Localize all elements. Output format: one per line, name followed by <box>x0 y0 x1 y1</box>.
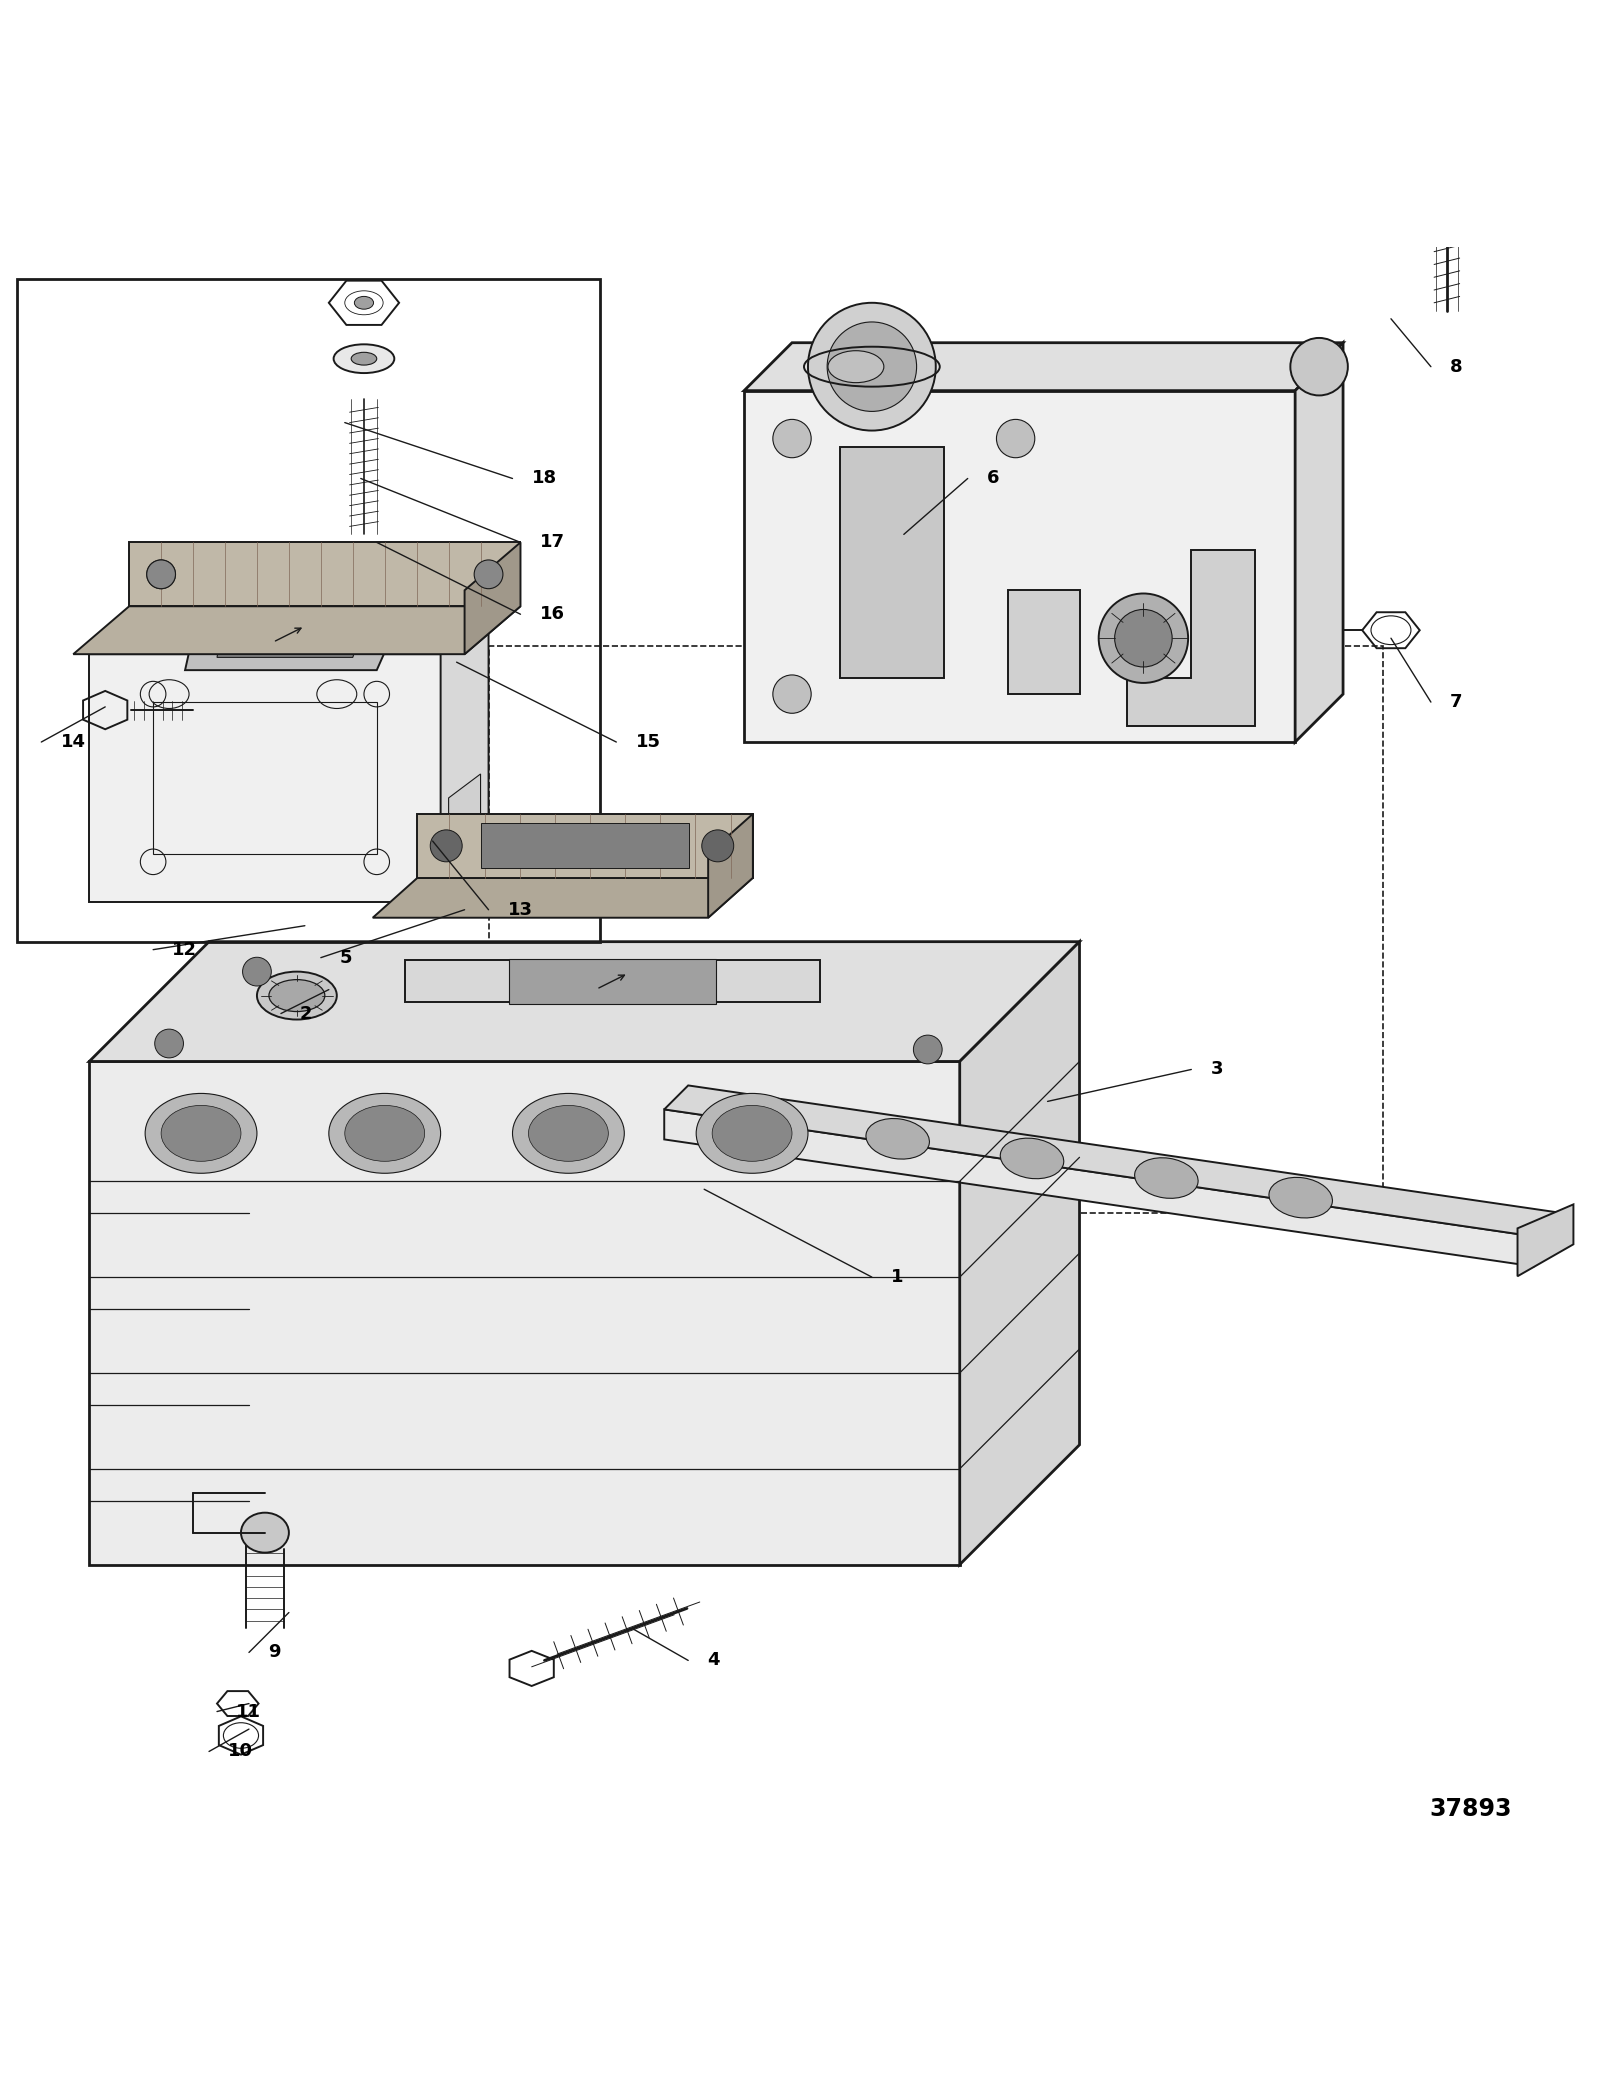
Circle shape <box>702 830 734 861</box>
Polygon shape <box>90 941 1080 1062</box>
Polygon shape <box>960 941 1080 1564</box>
Text: 2: 2 <box>301 1004 312 1022</box>
Polygon shape <box>405 960 819 1002</box>
Text: 8: 8 <box>1450 358 1462 376</box>
Text: 3: 3 <box>1211 1060 1222 1079</box>
Text: 16: 16 <box>539 604 565 623</box>
Ellipse shape <box>1000 1138 1064 1179</box>
Ellipse shape <box>866 1119 930 1158</box>
Polygon shape <box>440 615 488 901</box>
Polygon shape <box>1128 550 1256 726</box>
Ellipse shape <box>146 1094 258 1173</box>
Ellipse shape <box>712 1106 792 1161</box>
Ellipse shape <box>269 979 325 1012</box>
Polygon shape <box>90 654 440 901</box>
Circle shape <box>1115 608 1173 667</box>
Ellipse shape <box>258 972 338 1020</box>
Polygon shape <box>464 542 520 654</box>
Text: 7: 7 <box>1450 692 1462 711</box>
Polygon shape <box>744 391 1294 742</box>
Text: 13: 13 <box>507 901 533 918</box>
Ellipse shape <box>242 1512 290 1554</box>
Ellipse shape <box>512 1094 624 1173</box>
Circle shape <box>1290 339 1347 395</box>
Text: 6: 6 <box>987 470 1000 487</box>
Circle shape <box>155 1029 184 1058</box>
Ellipse shape <box>334 345 394 372</box>
Bar <box>488 646 1382 1213</box>
Polygon shape <box>186 598 408 669</box>
Circle shape <box>773 675 811 713</box>
Text: 14: 14 <box>61 734 85 751</box>
Ellipse shape <box>696 1094 808 1173</box>
Text: 4: 4 <box>707 1652 720 1669</box>
Polygon shape <box>90 1062 960 1564</box>
Polygon shape <box>74 606 520 654</box>
Ellipse shape <box>731 1100 795 1140</box>
Polygon shape <box>418 813 754 878</box>
Polygon shape <box>509 960 717 1004</box>
Circle shape <box>773 420 811 458</box>
Ellipse shape <box>330 1094 440 1173</box>
Ellipse shape <box>344 1106 424 1161</box>
Polygon shape <box>709 813 754 918</box>
Ellipse shape <box>1134 1158 1198 1198</box>
Polygon shape <box>90 615 488 654</box>
Polygon shape <box>1294 343 1342 742</box>
Circle shape <box>914 1035 942 1064</box>
Bar <box>1008 590 1080 694</box>
Circle shape <box>147 560 176 590</box>
Circle shape <box>1099 594 1189 684</box>
Circle shape <box>808 303 936 431</box>
Bar <box>18 278 600 941</box>
Circle shape <box>430 830 462 861</box>
Polygon shape <box>218 611 368 657</box>
Circle shape <box>997 420 1035 458</box>
Circle shape <box>827 322 917 412</box>
Ellipse shape <box>354 297 373 309</box>
Ellipse shape <box>528 1106 608 1161</box>
Polygon shape <box>664 1085 1557 1236</box>
Text: 10: 10 <box>229 1742 253 1761</box>
Polygon shape <box>482 824 690 868</box>
Polygon shape <box>1517 1204 1573 1276</box>
Text: 11: 11 <box>237 1702 261 1721</box>
Ellipse shape <box>162 1106 242 1161</box>
Ellipse shape <box>350 351 376 366</box>
Ellipse shape <box>1269 1177 1333 1217</box>
Polygon shape <box>130 542 520 606</box>
Ellipse shape <box>827 351 883 383</box>
Text: 5: 5 <box>341 949 352 966</box>
Polygon shape <box>373 878 754 918</box>
Text: 1: 1 <box>891 1267 904 1286</box>
Text: 17: 17 <box>539 533 565 552</box>
Text: 18: 18 <box>531 470 557 487</box>
Text: 15: 15 <box>635 734 661 751</box>
Circle shape <box>147 560 176 590</box>
Circle shape <box>474 560 502 590</box>
Polygon shape <box>744 343 1342 391</box>
Polygon shape <box>448 774 480 870</box>
Text: 37893: 37893 <box>1429 1796 1512 1821</box>
Text: 12: 12 <box>173 941 197 958</box>
Circle shape <box>243 958 272 987</box>
Text: 9: 9 <box>269 1644 280 1662</box>
Polygon shape <box>664 1110 1533 1267</box>
Bar <box>840 447 944 677</box>
